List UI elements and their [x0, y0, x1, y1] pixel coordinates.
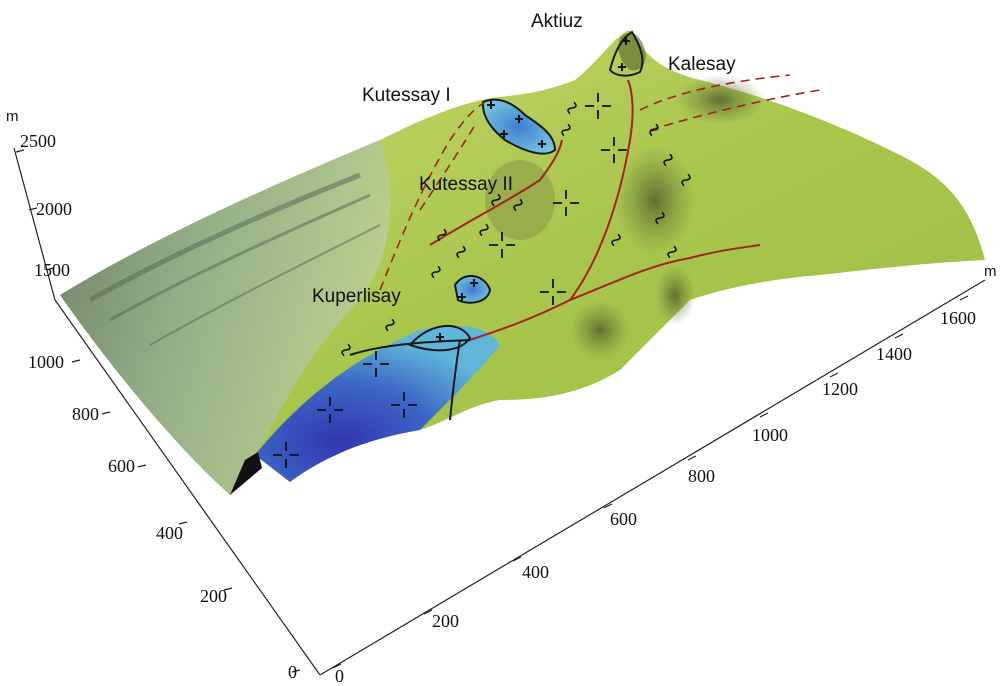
blue-depression: [255, 325, 500, 482]
valley-shadow: [570, 300, 630, 360]
terrain-surface: [60, 30, 985, 495]
y-tick-label: 1000: [28, 352, 64, 372]
axes: [13, 147, 986, 676]
x-axis-unit: m: [984, 263, 997, 280]
place-label-kuperlisay: Kuperlisay: [312, 286, 401, 307]
z-tick-label: 2000: [36, 199, 72, 219]
x-tick-label: 1200: [822, 379, 858, 399]
place-label-kalesay: Kalesay: [668, 54, 736, 75]
x-tick-label: 1400: [876, 344, 912, 364]
x-axis-line: [319, 279, 986, 676]
terrain-stripes: [88, 172, 381, 346]
x-tick-label: 0: [335, 666, 344, 686]
cross-symbols: [273, 93, 627, 468]
z-tick-label: 1500: [34, 260, 70, 280]
tilde-symbols: [341, 101, 691, 357]
cliff-edge: [230, 452, 262, 495]
z-axis-line: [13, 147, 56, 301]
fault-lines-dashed: [379, 74, 821, 291]
kutessay-i-lake: [482, 99, 555, 154]
y-tick-label: 800: [72, 404, 99, 424]
y-tick-label: 600: [108, 456, 135, 476]
x-tick-label: 800: [688, 466, 715, 486]
y-tick-label: 200: [200, 586, 227, 606]
valley-shadow: [615, 145, 695, 255]
x-tick-label: 200: [432, 611, 459, 631]
y-tick-label: 0: [288, 662, 297, 682]
deposit-outlines: [349, 30, 644, 421]
place-label-aktiuz: Aktiuz: [531, 11, 583, 32]
x-tick-label: 400: [522, 562, 549, 582]
x-tick-label: 1000: [752, 425, 788, 445]
x-tick-label: 1600: [940, 308, 976, 328]
z-axis-unit: m: [6, 108, 19, 125]
plus-symbols: [436, 37, 630, 341]
x-tick-label: 600: [610, 509, 637, 529]
place-label-kutessay-i: Kutessay I: [362, 85, 451, 106]
y-tick-label: 400: [156, 523, 183, 543]
place-label-kutessay-ii: Kutessay II: [419, 174, 513, 195]
terrain-west-slope: [60, 140, 391, 495]
valley-shadow: [655, 265, 695, 325]
z-tick-label: 2500: [20, 131, 56, 151]
y-axis-line: [54, 299, 321, 676]
fault-lines: [429, 79, 761, 341]
valley-shadow: [675, 75, 765, 125]
